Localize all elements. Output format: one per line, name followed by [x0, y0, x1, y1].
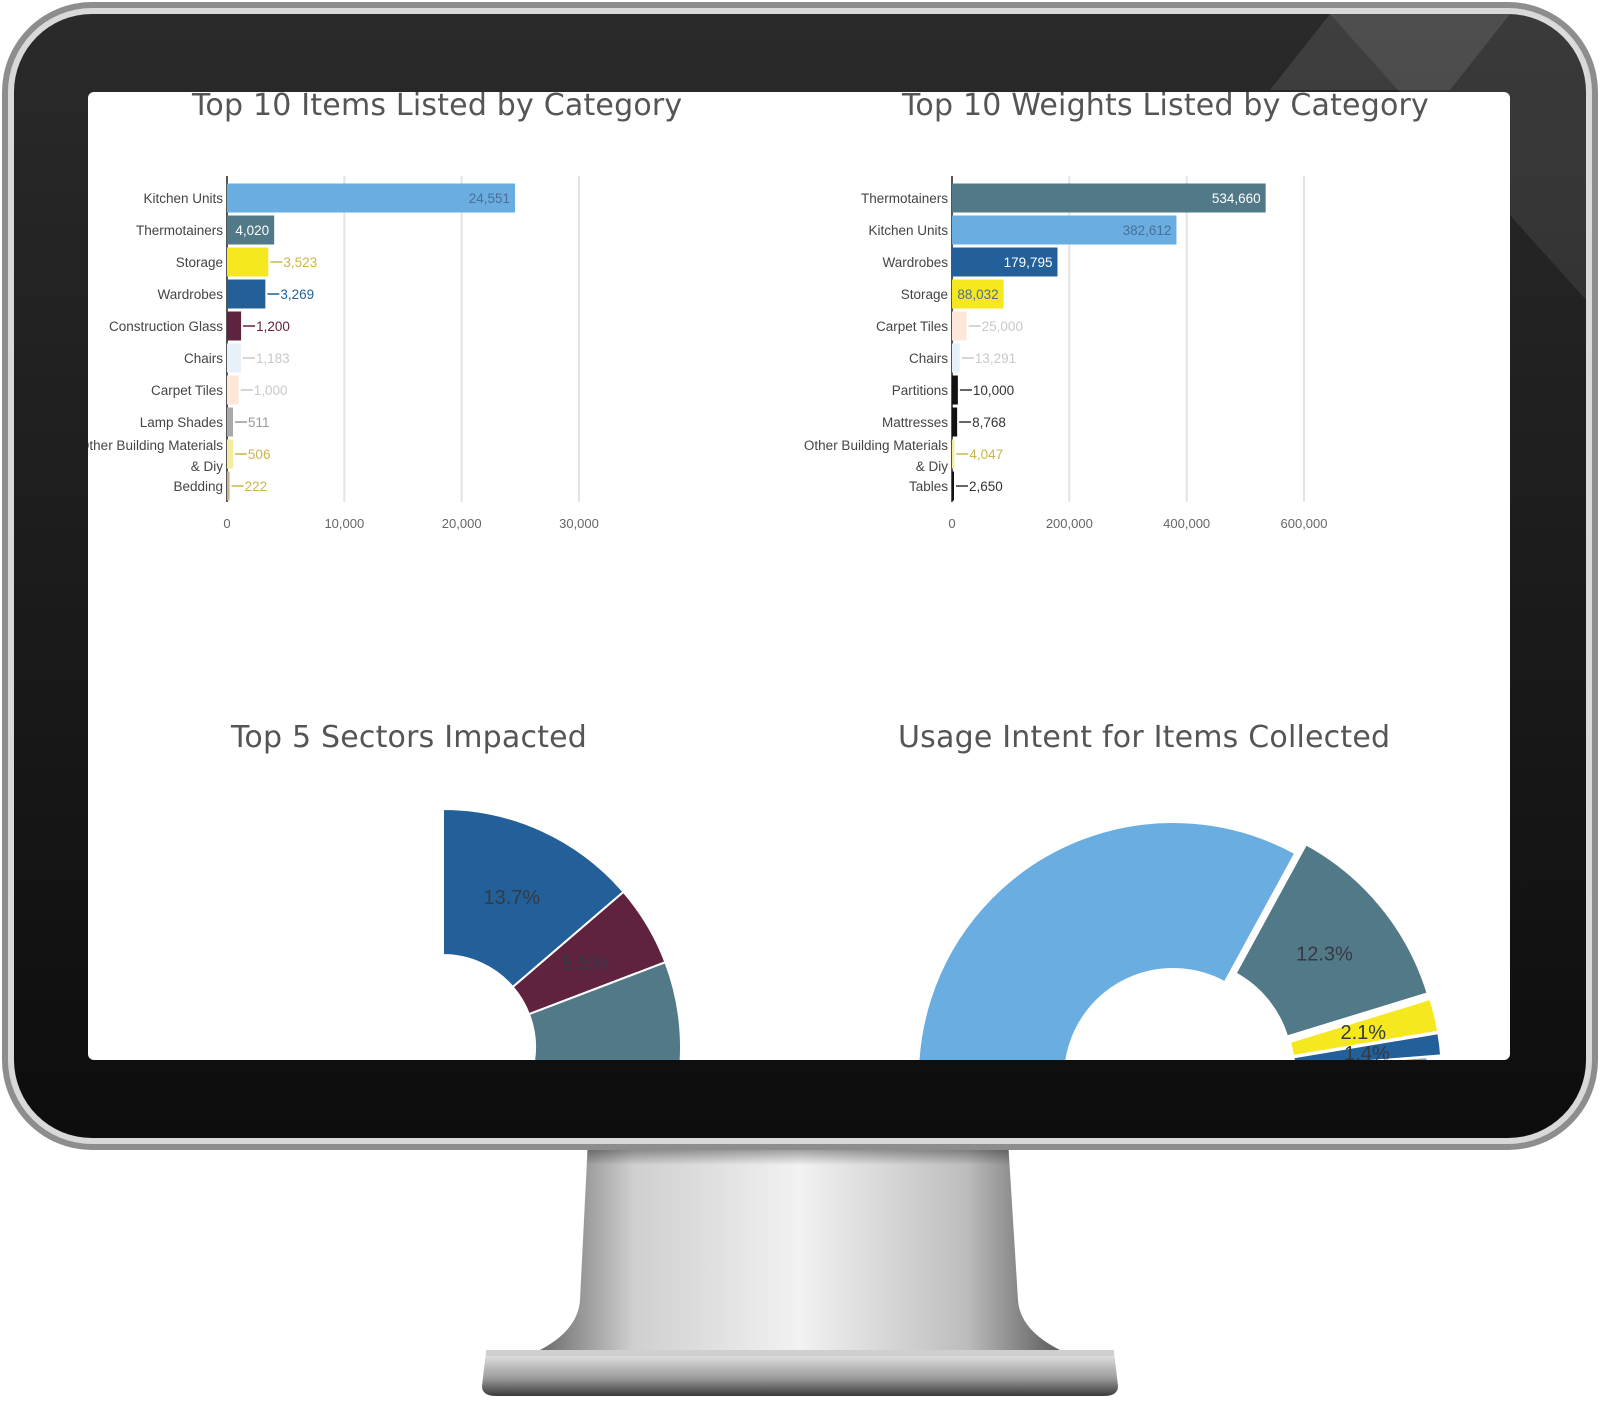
- category-label: Thermotainers: [136, 223, 223, 238]
- value-label: 2,650: [969, 479, 1003, 494]
- bar: [227, 439, 233, 469]
- category-label: Other Building Materials: [804, 438, 948, 453]
- bar: [227, 183, 516, 213]
- category-label: Storage: [176, 255, 223, 270]
- bar: [227, 279, 266, 309]
- value-label: 4,020: [235, 223, 269, 238]
- category-label: Wardrobes: [157, 287, 223, 302]
- bar: [227, 247, 269, 277]
- value-label: 8,768: [972, 415, 1006, 430]
- category-label: Kitchen Units: [143, 191, 223, 206]
- value-label: 24,551: [469, 191, 510, 206]
- value-label: 382,612: [1123, 223, 1172, 238]
- category-label: Tables: [909, 479, 948, 494]
- category-label: Mattresses: [882, 415, 948, 430]
- slice-label: 12.3%: [1296, 943, 1353, 965]
- category-label: Chairs: [909, 351, 948, 366]
- weights-chart-title: Top 10 Weights Listed by Category: [902, 92, 1430, 123]
- bar: [227, 407, 233, 437]
- category-label: & Diy: [916, 459, 949, 474]
- bar: [952, 311, 967, 341]
- donut-slice: [442, 807, 625, 989]
- x-tick-label: 0: [223, 516, 230, 531]
- value-label: 1,200: [256, 319, 290, 334]
- category-label: Carpet Tiles: [876, 319, 948, 334]
- value-label: 10,000: [973, 383, 1014, 398]
- slice-label: 5.5%: [562, 953, 608, 975]
- sectors-donut-chart: 13.7%5.5%13.7%: [442, 807, 682, 1060]
- bar: [952, 247, 1058, 277]
- category-label: & Diy: [191, 459, 224, 474]
- x-tick-label: 400,000: [1163, 516, 1210, 531]
- bar: [227, 311, 242, 341]
- bar: [952, 279, 1004, 309]
- weights-bar-chart: 0 200,000 400,000 600,000 Thermotainers 534,6…: [804, 176, 1328, 531]
- donut-slice: [1234, 843, 1429, 1038]
- category-label: Carpet Tiles: [151, 383, 223, 398]
- value-label: 4,047: [969, 447, 1003, 462]
- category-label: Thermotainers: [861, 191, 948, 206]
- x-tick-label: 20,000: [442, 516, 482, 531]
- dashboard-screen: Top 10 Items Listed by Category 0 10,000 2…: [88, 92, 1510, 1060]
- value-label: 506: [248, 447, 271, 462]
- x-tick-label: 200,000: [1046, 516, 1093, 531]
- category-label: Chairs: [184, 351, 223, 366]
- value-label: 25,000: [982, 319, 1023, 334]
- category-label: Kitchen Units: [868, 223, 948, 238]
- donut-slice: [917, 821, 1429, 1060]
- bar: [952, 439, 955, 469]
- x-tick-label: 10,000: [324, 516, 364, 531]
- slice-label: 1.4%: [1344, 1043, 1390, 1060]
- value-label: 511: [248, 415, 270, 430]
- value-label: 3,523: [283, 255, 317, 270]
- value-label: 534,660: [1212, 191, 1261, 206]
- x-tick-label: 600,000: [1281, 516, 1328, 531]
- bar: [227, 375, 239, 405]
- value-label: 222: [245, 479, 268, 494]
- value-label: 179,795: [1004, 255, 1053, 270]
- category-label: Storage: [901, 287, 948, 302]
- usage-chart-title: Usage Intent for Items Collected: [898, 720, 1391, 755]
- donut-slice: [1292, 1032, 1443, 1060]
- value-label: 3,269: [280, 287, 314, 302]
- category-label: Construction Glass: [109, 319, 223, 334]
- bar: [952, 215, 1177, 245]
- bar: [952, 343, 960, 373]
- slice-label: 2.1%: [1340, 1022, 1386, 1044]
- usage-donut-chart: 12.3% 2.1%1.4%: [917, 821, 1443, 1060]
- bar: [952, 375, 958, 405]
- x-tick-label: 0: [948, 516, 955, 531]
- sectors-chart-title: Top 5 Sectors Impacted: [231, 720, 588, 755]
- donut-slice: [527, 960, 682, 1060]
- value-label: 88,032: [957, 287, 998, 302]
- bar: [952, 407, 958, 437]
- slice-label: 13.7%: [483, 887, 540, 909]
- category-label: Wardrobes: [882, 255, 948, 270]
- bar: [227, 471, 230, 501]
- bar: [227, 343, 241, 373]
- items-bar-chart: 0 10,000 20,000 30,000 Kitchen Units 24,551 Th…: [88, 176, 599, 531]
- donut-slice: [1288, 997, 1440, 1058]
- value-label: 13,291: [975, 351, 1016, 366]
- bar: [227, 215, 275, 245]
- category-label: Lamp Shades: [140, 415, 224, 430]
- x-tick-label: 30,000: [559, 516, 599, 531]
- value-label: 1,000: [254, 383, 288, 398]
- category-label: Partitions: [892, 383, 949, 398]
- category-label: Other Building Materials: [88, 438, 223, 453]
- category-label: Bedding: [173, 479, 223, 494]
- bar: [952, 183, 1266, 213]
- bar: [952, 471, 954, 501]
- value-label: 1,183: [256, 351, 290, 366]
- items-chart-title: Top 10 Items Listed by Category: [192, 92, 683, 123]
